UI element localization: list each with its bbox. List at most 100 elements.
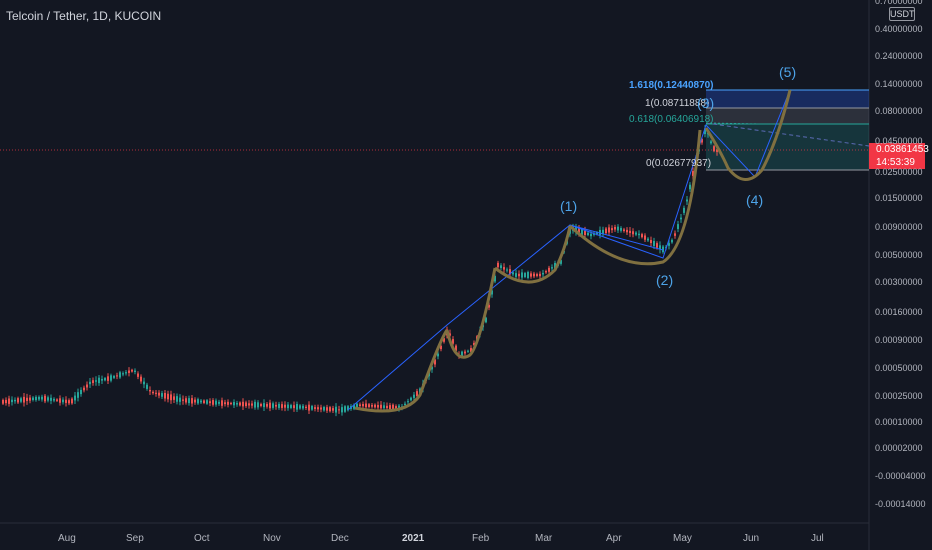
candle-body bbox=[437, 353, 439, 357]
candle-body bbox=[221, 400, 223, 406]
current-price-tag: 0.03861453 14:53:39 bbox=[869, 143, 929, 169]
candle-body bbox=[185, 398, 187, 403]
candle-body bbox=[59, 398, 61, 403]
candle-body bbox=[701, 139, 703, 143]
candlestick-series bbox=[2, 125, 718, 417]
candle-body bbox=[233, 402, 235, 406]
candle-body bbox=[74, 395, 76, 401]
candle-body bbox=[668, 243, 670, 246]
x-tick-label: Mar bbox=[535, 533, 553, 544]
candle-body bbox=[47, 397, 49, 401]
candle-body bbox=[521, 272, 523, 278]
candle-body bbox=[14, 399, 16, 402]
candle-body bbox=[323, 406, 325, 411]
y-tick-label: 0.00300000 bbox=[875, 277, 923, 287]
candle-body bbox=[551, 267, 553, 269]
candle-body bbox=[542, 272, 544, 275]
candle-body bbox=[590, 233, 592, 237]
y-tick-label: 0.08000000 bbox=[875, 106, 923, 116]
wave-label-2: (2) bbox=[656, 272, 674, 288]
candle-body bbox=[335, 406, 337, 413]
x-tick-label: Sep bbox=[126, 533, 144, 544]
candle-body bbox=[167, 393, 169, 400]
candle-body bbox=[392, 404, 394, 411]
candle-body bbox=[407, 401, 409, 403]
candle-body bbox=[125, 372, 127, 374]
candle-body bbox=[212, 400, 214, 405]
candle-body bbox=[374, 404, 376, 408]
chart-title[interactable]: Telcoin / Tether, 1D, KUCOIN bbox=[6, 9, 162, 23]
candle-body bbox=[683, 207, 685, 213]
candle-body bbox=[293, 405, 295, 409]
candle-body bbox=[80, 389, 82, 395]
candle-body bbox=[119, 372, 121, 378]
candle-body bbox=[365, 403, 367, 408]
candle-body bbox=[284, 404, 286, 408]
y-tick-label: 0.00160000 bbox=[875, 307, 923, 317]
currency-unit-badge[interactable]: USDT bbox=[889, 7, 915, 21]
fib-label-0618: 0.618(0.06406918) bbox=[629, 114, 714, 125]
candle-body bbox=[686, 199, 688, 202]
candle-body bbox=[440, 345, 442, 350]
candle-body bbox=[305, 406, 307, 409]
candle-body bbox=[680, 217, 682, 220]
candle-body bbox=[515, 273, 517, 277]
candle-body bbox=[596, 232, 598, 235]
candle-body bbox=[653, 240, 655, 246]
candle-body bbox=[122, 373, 124, 375]
candle-body bbox=[17, 398, 19, 403]
candle-body bbox=[536, 274, 538, 276]
wave-label-5: (5) bbox=[779, 64, 797, 80]
y-tick-label: 0.00500000 bbox=[875, 250, 923, 260]
candle-body bbox=[509, 269, 511, 275]
candle-body bbox=[641, 234, 643, 238]
y-tick-label: 0.00002000 bbox=[875, 443, 923, 453]
candle-body bbox=[215, 400, 217, 405]
candle-body bbox=[140, 376, 142, 382]
candle-body bbox=[326, 407, 328, 411]
candle-body bbox=[368, 404, 370, 407]
candle-body bbox=[86, 384, 88, 388]
candle-body bbox=[554, 263, 556, 269]
candle-body bbox=[134, 370, 136, 373]
candle-body bbox=[395, 406, 397, 410]
candle-body bbox=[527, 272, 529, 278]
candle-body bbox=[692, 171, 694, 176]
candle-body bbox=[629, 230, 631, 233]
candle-body bbox=[404, 403, 406, 406]
y-tick-label: -0.00014000 bbox=[875, 499, 926, 509]
candle-body bbox=[473, 342, 475, 346]
candle-body bbox=[506, 269, 508, 271]
candle-body bbox=[236, 403, 238, 405]
candle-body bbox=[602, 229, 604, 234]
candle-body bbox=[539, 273, 541, 277]
candle-body bbox=[62, 399, 64, 403]
candle-body bbox=[443, 338, 445, 342]
candle-body bbox=[71, 398, 73, 404]
candle-body bbox=[242, 401, 244, 407]
x-tick-label: Apr bbox=[606, 533, 622, 544]
candle-body bbox=[308, 404, 310, 411]
candle-body bbox=[158, 392, 160, 396]
x-tick-label: Oct bbox=[194, 533, 210, 544]
cup-curve-4 bbox=[568, 129, 702, 266]
candle-body bbox=[263, 403, 265, 408]
y-tick-label: 0.00900000 bbox=[875, 222, 923, 232]
candle-body bbox=[449, 333, 451, 336]
candle-body bbox=[644, 235, 646, 240]
candle-body bbox=[170, 394, 172, 401]
candle-body bbox=[632, 231, 634, 235]
candle-body bbox=[500, 265, 502, 269]
candle-body bbox=[560, 260, 562, 264]
cup-curve-5 bbox=[704, 89, 792, 181]
x-tick-label: Aug bbox=[58, 533, 76, 544]
candle-body bbox=[68, 400, 70, 404]
candle-body bbox=[143, 381, 145, 385]
y-tick-label: 0.00090000 bbox=[875, 335, 923, 345]
current-price-value: 0.03861453 bbox=[876, 144, 929, 155]
candle-body bbox=[353, 404, 355, 409]
x-tick-label: Feb bbox=[472, 533, 490, 544]
candle-body bbox=[77, 392, 79, 398]
candle-body bbox=[8, 398, 10, 404]
